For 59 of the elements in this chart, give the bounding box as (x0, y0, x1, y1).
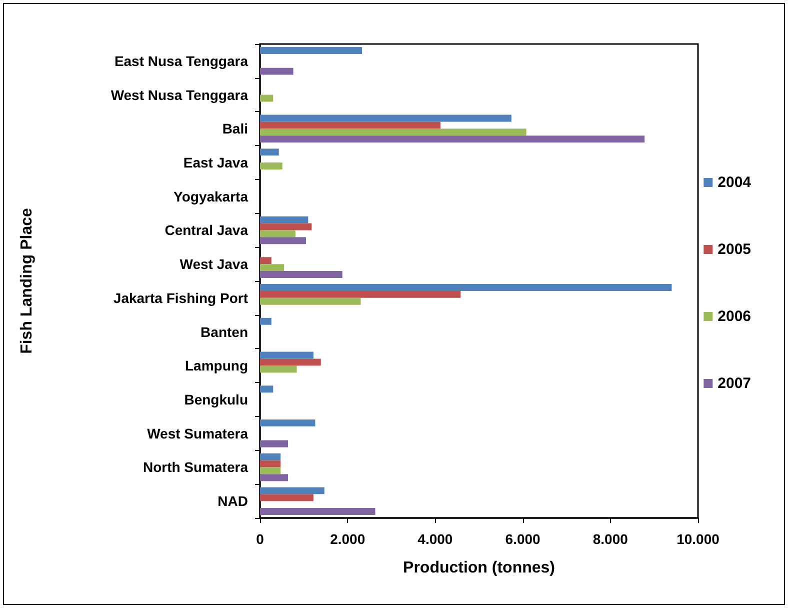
bar (260, 460, 281, 468)
bar (260, 114, 512, 122)
bar (260, 136, 645, 143)
bar (260, 508, 376, 515)
y-tick-label: West Sumatera (147, 425, 248, 442)
y-tick-label: Banten (200, 324, 248, 340)
bar (260, 419, 316, 426)
y-tick-label: West Nusa Tenggara (110, 86, 248, 103)
bar (260, 366, 297, 373)
bar (260, 162, 282, 170)
bar (260, 386, 274, 393)
bar (260, 47, 362, 54)
y-axis-title: Fish Landing Place (18, 208, 36, 354)
bar (260, 494, 314, 502)
bar (260, 237, 306, 244)
bar (260, 358, 321, 366)
bar (260, 284, 672, 291)
bar (260, 264, 284, 272)
bar (260, 467, 281, 474)
bar (260, 318, 272, 325)
x-tick-label: 0 (256, 531, 264, 547)
y-tick-label: East Java (183, 154, 248, 170)
bar (260, 223, 312, 230)
legend-label: 2005 (718, 241, 752, 258)
legend-label: 2007 (718, 375, 752, 392)
y-tick-label: Bengkulu (184, 392, 248, 408)
y-tick-label: Central Java (164, 222, 248, 238)
bar (260, 230, 296, 238)
y-tick-label: Bali (222, 120, 248, 137)
bar (260, 216, 308, 224)
bar (260, 271, 342, 278)
bar (260, 487, 324, 494)
y-tick-label: Lampung (185, 358, 248, 374)
y-tick-label: NAD (218, 493, 248, 510)
y-tick-label: North Sumatera (142, 459, 248, 476)
bar (260, 68, 294, 75)
x-tick-label: 10.000 (676, 531, 720, 547)
bar (260, 148, 279, 156)
y-tick-label: Yogyakarta (174, 188, 248, 204)
bar (260, 290, 461, 298)
x-tick-label: 2.000 (330, 531, 366, 547)
bar (260, 440, 288, 448)
bar (260, 257, 272, 264)
bar (260, 352, 314, 359)
x-tick-label: 6.000 (505, 531, 541, 547)
bar (260, 298, 361, 305)
y-tick-label: East Nusa Tenggara (114, 52, 248, 69)
x-tick-label: 4.000 (418, 531, 453, 547)
bar (260, 453, 281, 460)
x-tick-label: 8.000 (592, 531, 628, 547)
legend-label: 2004 (718, 174, 752, 191)
bar (260, 94, 274, 102)
legend-label: 2006 (718, 308, 752, 325)
x-axis-title: Production (tonnes) (403, 560, 555, 576)
bar (260, 128, 526, 136)
y-tick-label: Jakarta Fishing Port (113, 290, 248, 306)
bar (260, 474, 288, 482)
bar (260, 122, 440, 129)
y-tick-label: West Java (180, 256, 248, 272)
